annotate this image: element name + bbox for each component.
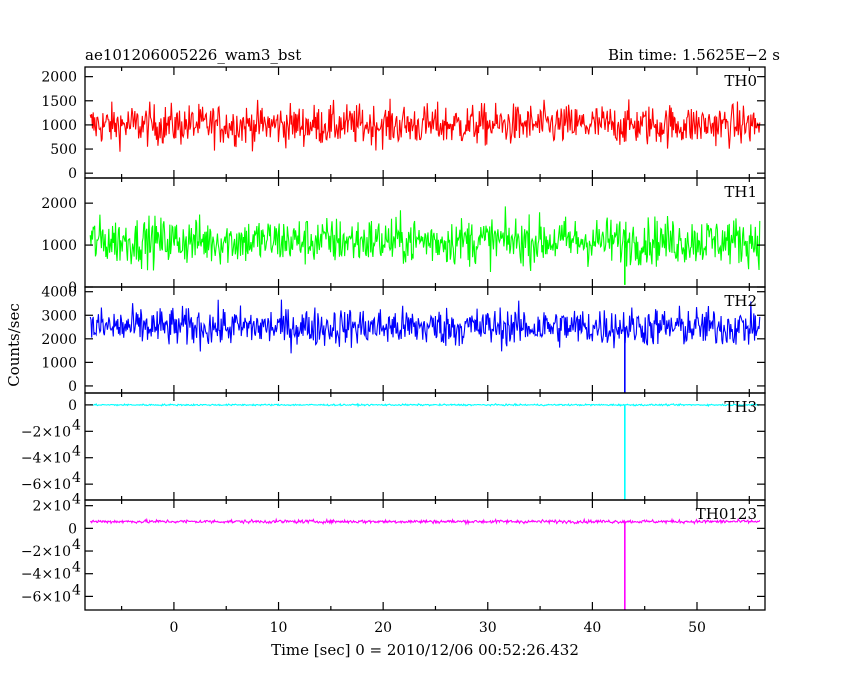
panel-name-th2: TH2 bbox=[724, 292, 757, 310]
series-trace-th2 bbox=[89, 299, 761, 354]
panel-name-th0123: TH0123 bbox=[696, 505, 757, 523]
y-tick-exponent: 4 bbox=[72, 582, 81, 598]
y-tick-label: 1500 bbox=[41, 94, 77, 110]
x-axis-label: Time [sec] 0 = 2010/12/06 00:52:26.432 bbox=[271, 641, 579, 659]
y-tick-label: 3000 bbox=[41, 308, 77, 324]
y-tick-label: 1000 bbox=[41, 118, 77, 134]
panel-th1: 0 1000 2000 TH1 bbox=[41, 177, 766, 296]
y-tick-label: 1000 bbox=[41, 238, 77, 254]
y-tick-exponent: 4 bbox=[72, 537, 81, 553]
y-tick-label: −4×10 bbox=[21, 451, 71, 467]
panel-frame bbox=[84, 177, 766, 288]
panel-th0: 0 500 1000 1500 2000 TH0 bbox=[41, 66, 766, 182]
x-tick-label: 10 bbox=[270, 620, 288, 636]
y-tick-exponent: 4 bbox=[72, 560, 81, 576]
y-tick-exponent: 4 bbox=[72, 492, 81, 508]
x-tick-label: 50 bbox=[688, 620, 706, 636]
y-tick-label: −2×10 bbox=[21, 424, 71, 440]
x-tick-label: 30 bbox=[479, 620, 497, 636]
series-trace-th0 bbox=[89, 98, 761, 152]
y-tick-label: 0 bbox=[68, 280, 77, 296]
y-tick-label: −6×10 bbox=[21, 589, 71, 605]
y-tick-label: 2×10 bbox=[33, 499, 71, 515]
bin-time-label: Bin time: 1.5625E−2 s bbox=[608, 46, 780, 64]
x-tick-label: 0 bbox=[169, 620, 178, 636]
panel-th2: 0 1000 2000 3000 4000 TH2 bbox=[41, 285, 766, 395]
panel-name-th0: TH0 bbox=[724, 72, 757, 90]
y-tick-label: 0 bbox=[68, 521, 77, 537]
y-tick-exponent: 4 bbox=[72, 417, 81, 433]
series-trace-th3 bbox=[90, 402, 761, 408]
y-tick-exponent: 4 bbox=[72, 470, 81, 486]
panel-frame bbox=[84, 392, 766, 501]
y-tick-label: −2×10 bbox=[21, 544, 71, 560]
y-tick-label: 2000 bbox=[41, 196, 77, 212]
series-trace-th0123 bbox=[89, 517, 761, 526]
series-trace-th1 bbox=[89, 206, 761, 272]
x-tick-label: 40 bbox=[583, 620, 601, 636]
y-tick-label: 2000 bbox=[41, 70, 77, 86]
y-tick-label: −6×10 bbox=[21, 477, 71, 493]
y-tick-exponent: 4 bbox=[72, 444, 81, 460]
x-tick-label: 20 bbox=[374, 620, 392, 636]
y-tick-label: 0 bbox=[68, 398, 77, 414]
y-axis-label: Counts/sec bbox=[5, 303, 23, 387]
y-tick-label: 0 bbox=[68, 379, 77, 395]
y-tick-label: 2000 bbox=[41, 332, 77, 348]
y-tick-label: 4000 bbox=[41, 285, 77, 301]
panel-name-th1: TH1 bbox=[724, 183, 757, 201]
y-tick-label: 500 bbox=[50, 142, 77, 158]
y-tick-label: 0 bbox=[68, 166, 77, 182]
figure-title: ae101206005226_wam3_bst bbox=[85, 46, 301, 64]
y-tick-label: 1000 bbox=[41, 355, 77, 371]
panel-name-th3: TH3 bbox=[724, 398, 757, 416]
panel-frame bbox=[84, 499, 766, 611]
y-tick-label: −4×10 bbox=[21, 567, 71, 583]
